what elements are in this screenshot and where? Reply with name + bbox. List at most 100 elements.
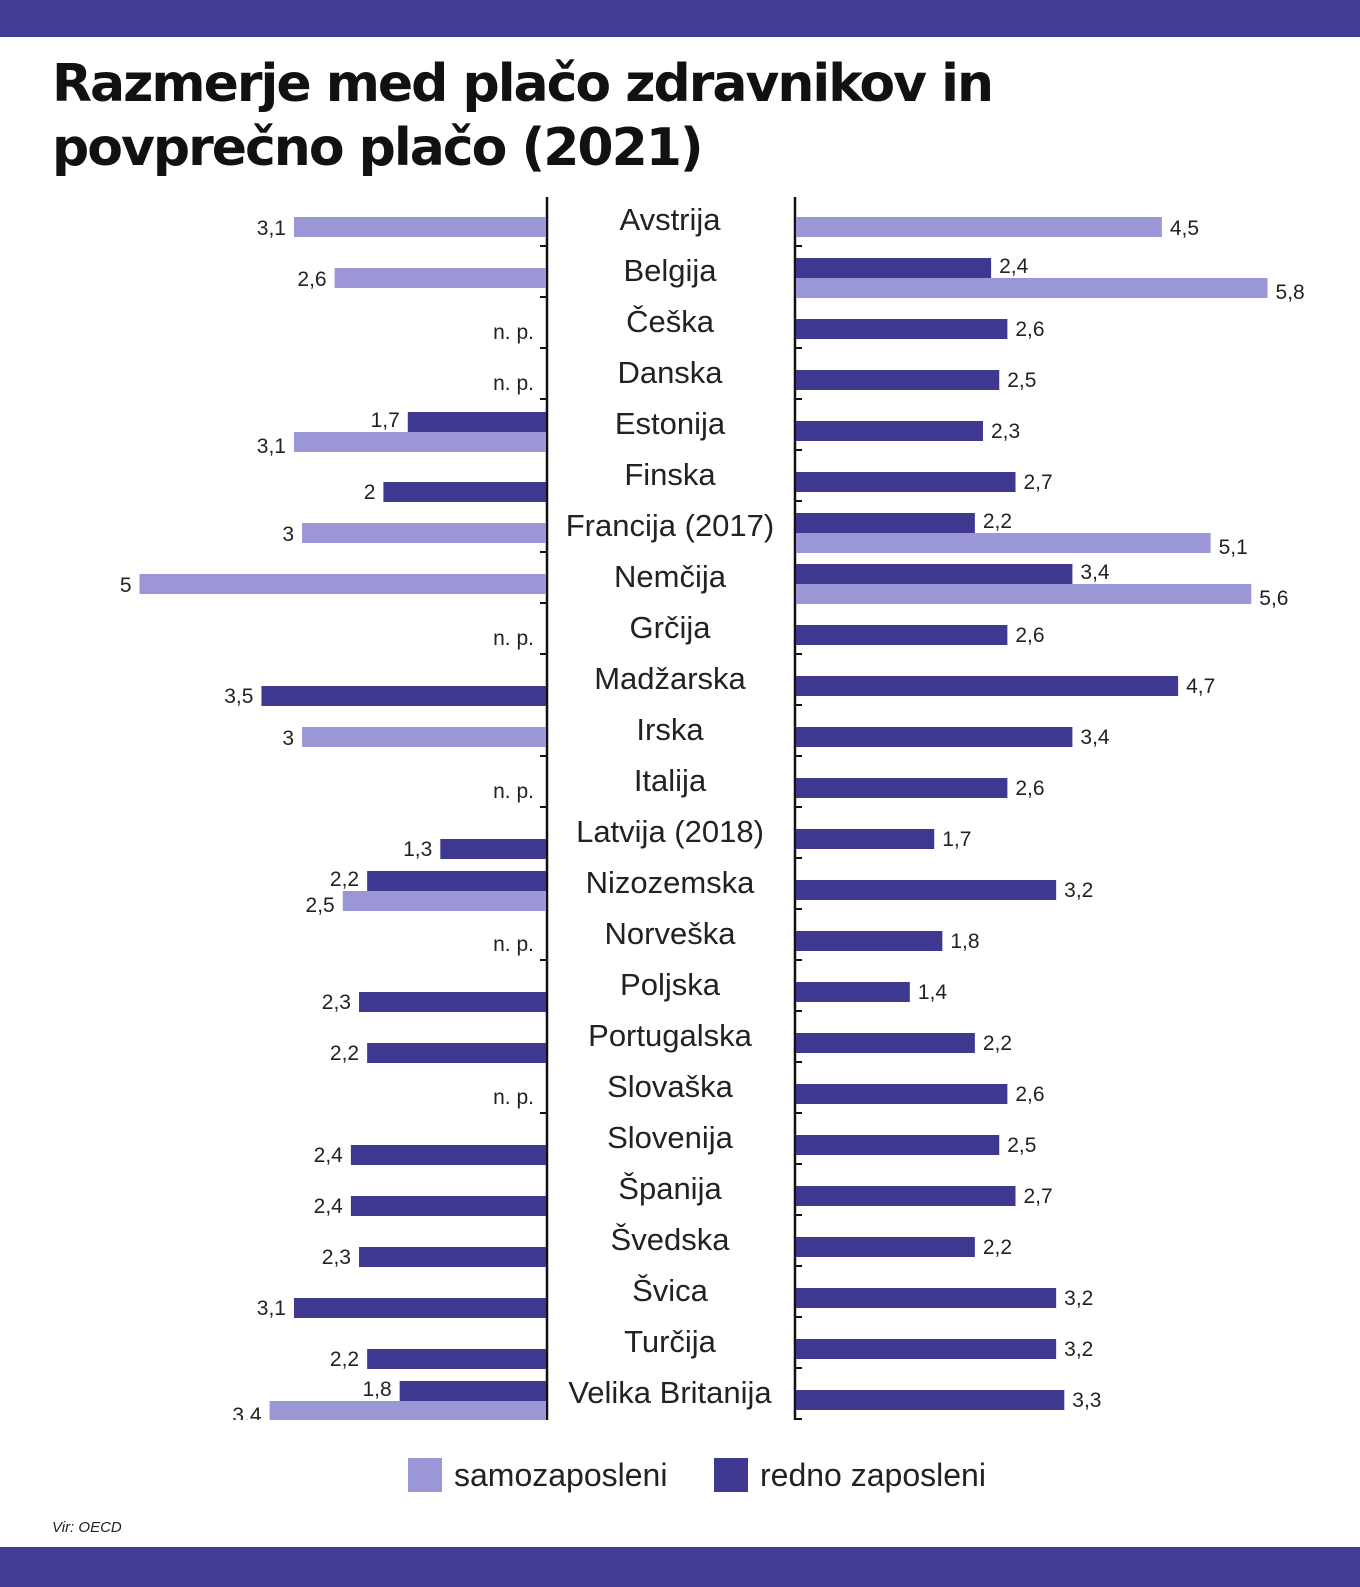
right-bar-salaried (796, 1237, 975, 1257)
right-bar-salaried (796, 1390, 1065, 1410)
category-label: Finska (624, 457, 716, 492)
right-bar-salaried (796, 472, 1016, 492)
left-data-label-self-employed: 3,4 (232, 1404, 262, 1420)
left-data-label-self-employed: 3 (282, 523, 294, 546)
category-label: Nemčija (614, 559, 727, 594)
left-data-label-salaried: 2 (364, 481, 376, 504)
left-bar-salaried (383, 482, 546, 502)
right-bar-salaried (796, 1084, 1008, 1104)
right-bar-salaried (796, 778, 1008, 798)
left-bar-self-employed (293, 217, 546, 237)
right-bar-salaried (796, 370, 1000, 390)
right-data-label-self-employed: 5,8 (1276, 281, 1305, 304)
category-label: Nizozemska (586, 865, 756, 900)
left-na-label: n. p. (493, 1086, 534, 1109)
right-bar-salaried (796, 982, 910, 1002)
left-bar-salaried (399, 1381, 546, 1401)
left-bar-self-employed (302, 727, 546, 747)
left-na-label: n. p. (493, 372, 534, 395)
right-data-label-salaried: 3,2 (1064, 1287, 1093, 1310)
right-data-label-salaried: 2,5 (1007, 369, 1036, 392)
right-data-label-salaried: 3,2 (1064, 1338, 1093, 1361)
right-data-label-salaried: 2,6 (1015, 318, 1044, 341)
category-label: Turčija (624, 1324, 717, 1359)
left-bar-self-employed (334, 268, 546, 288)
left-data-label-salaried: 3,1 (257, 1297, 286, 1320)
right-bar-salaried (796, 1186, 1016, 1206)
left-bar-self-employed (269, 1401, 546, 1420)
right-data-label-salaried: 2,2 (983, 1236, 1012, 1259)
left-bar-salaried (261, 686, 546, 706)
left-na-label: n. p. (493, 780, 534, 803)
right-data-label-salaried: 3,4 (1080, 561, 1110, 584)
left-data-label-salaried: 2,4 (314, 1195, 344, 1218)
left-bar-self-employed (293, 432, 546, 452)
left-bar-salaried (350, 1145, 546, 1165)
right-bar-self-employed (796, 584, 1252, 604)
right-bar-salaried (796, 513, 975, 533)
left-data-label-self-employed: 3 (282, 727, 294, 750)
category-label: Poljska (620, 967, 721, 1002)
left-bar-salaried (440, 839, 546, 859)
left-data-label-salaried: 1,3 (403, 838, 432, 861)
right-bar-salaried (796, 1288, 1057, 1308)
category-label: Slovenija (607, 1120, 734, 1155)
category-label: Grčija (630, 610, 712, 645)
left-na-label: n. p. (493, 627, 534, 650)
left-data-label-salaried: 2,2 (330, 868, 359, 891)
category-label: Estonija (615, 406, 726, 441)
category-label: Italija (634, 763, 707, 798)
left-bar-salaried (407, 412, 546, 432)
right-bar-salaried (796, 258, 992, 278)
right-bar-salaried (796, 829, 935, 849)
left-bar-self-employed (139, 574, 546, 594)
right-bar-salaried (796, 421, 983, 441)
right-data-label-salaried: 2,6 (1015, 777, 1044, 800)
left-data-label-salaried: 1,7 (371, 409, 400, 432)
right-bar-salaried (796, 931, 943, 951)
right-data-label-salaried: 3,3 (1072, 1389, 1101, 1412)
left-na-label: n. p. (493, 321, 534, 344)
right-data-label-salaried: 2,7 (1024, 471, 1053, 494)
right-data-label-salaried: 2,6 (1015, 624, 1044, 647)
left-bar-self-employed (302, 523, 546, 543)
right-data-label-salaried: 1,7 (942, 828, 971, 851)
right-bar-salaried (796, 676, 1179, 696)
right-data-label-salaried: 2,5 (1007, 1134, 1036, 1157)
category-label: Slovaška (607, 1069, 734, 1104)
category-label: Avstrija (619, 202, 721, 237)
left-data-label-self-employed: 2,5 (306, 894, 335, 917)
bottom-band (0, 1547, 1360, 1587)
right-bar-salaried (796, 1339, 1057, 1359)
legend-label-self-employed: samozaposleni (454, 1457, 668, 1493)
left-bar-salaried (367, 871, 546, 891)
left-bar-self-employed (342, 891, 546, 911)
left-data-label-salaried: 2,3 (322, 991, 351, 1014)
left-bar-salaried (367, 1349, 546, 1369)
category-label: Španija (618, 1171, 722, 1206)
legend-swatch-salaried (714, 1458, 748, 1492)
left-bar-salaried (367, 1043, 546, 1063)
category-label: Švedska (611, 1222, 731, 1257)
right-data-label-salaried: 1,4 (918, 981, 948, 1004)
right-data-label-salaried: 3,2 (1064, 879, 1093, 902)
left-data-label-salaried: 3,5 (224, 685, 253, 708)
category-label: Latvija (2018) (576, 814, 764, 849)
right-data-label-salaried: 2,2 (983, 510, 1012, 533)
left-bar-salaried (359, 992, 546, 1012)
right-data-label-self-employed: 4,5 (1170, 217, 1199, 240)
chart-title: Razmerje med plačo zdravnikov in povpreč… (52, 54, 994, 178)
left-data-label-salaried: 2,4 (314, 1144, 344, 1167)
category-label: Madžarska (594, 661, 746, 696)
right-bar-salaried (796, 1033, 975, 1053)
right-data-label-salaried: 2,7 (1024, 1185, 1053, 1208)
left-data-label-self-employed: 2,6 (297, 268, 326, 291)
right-data-label-self-employed: 5,6 (1259, 587, 1288, 610)
right-data-label-self-employed: 5,1 (1219, 536, 1248, 559)
right-bar-self-employed (796, 217, 1162, 237)
right-bar-self-employed (796, 533, 1211, 553)
right-data-label-salaried: 1,8 (950, 930, 979, 953)
right-bar-salaried (796, 625, 1008, 645)
left-bar-salaried (293, 1298, 546, 1318)
category-label: Irska (636, 712, 704, 747)
